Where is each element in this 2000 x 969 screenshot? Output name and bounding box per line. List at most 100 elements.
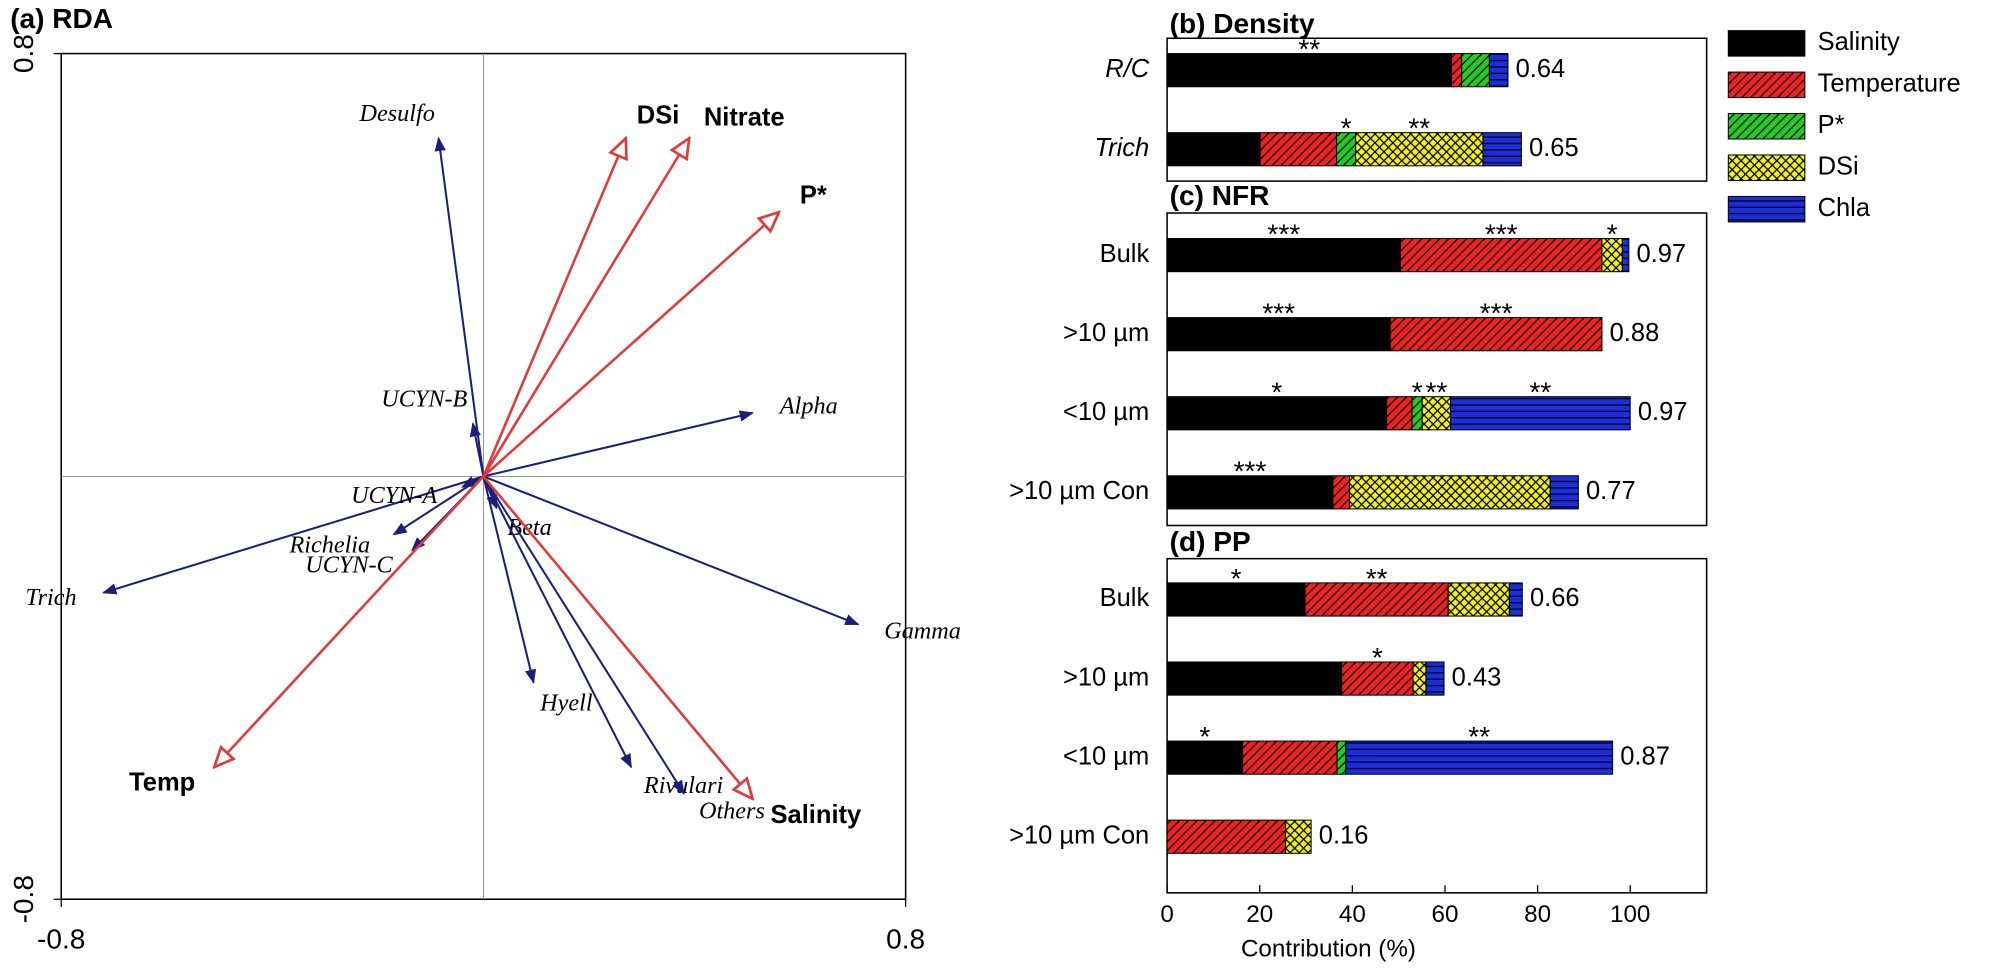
variable-arrow-label: DSi <box>637 102 680 130</box>
x-tick-label: 20 <box>1246 901 1273 928</box>
legend-label: Chla <box>1818 194 1871 222</box>
species-arrow-label: Hyell <box>539 689 593 716</box>
x-tick-label: 0 <box>1160 901 1173 928</box>
total-label: 0.97 <box>1636 240 1686 268</box>
category-label: >10 µm <box>1063 319 1149 347</box>
legend-label: Salinity <box>1818 28 1900 56</box>
category-label: R/C <box>1105 55 1150 83</box>
species-arrow <box>102 475 484 595</box>
significance-label: ** <box>1425 377 1447 408</box>
bar-segment <box>1166 317 1391 352</box>
bar-segment <box>1621 238 1630 273</box>
bar-segment <box>1386 396 1413 431</box>
total-label: 0.65 <box>1529 134 1579 162</box>
bar-segment <box>1355 132 1484 167</box>
species-arrow <box>469 422 485 477</box>
bar-segment <box>1450 53 1463 88</box>
species-arrow <box>482 475 685 795</box>
significance-label: * <box>1199 721 1210 752</box>
category-label: <10 µm <box>1063 398 1149 426</box>
species-arrow-label: UCYN-C <box>305 551 393 578</box>
x-tick-label: 0.8 <box>886 924 925 955</box>
y-tick-label: 0.8 <box>8 34 39 73</box>
significance-label: *** <box>1234 456 1267 487</box>
significance-label: *** <box>1485 218 1518 249</box>
bar-segment <box>1349 475 1551 510</box>
category-label: Bulk <box>1100 240 1150 268</box>
bar-segment <box>1421 396 1452 431</box>
species-arrow <box>461 475 484 488</box>
category-label: <10 µm <box>1063 742 1149 770</box>
species-arrow-label: UCYN-A <box>351 482 437 509</box>
bar-segment <box>1166 475 1334 510</box>
bar-segment <box>1488 53 1509 88</box>
category-label: >10 µm Con <box>1009 821 1149 849</box>
species-arrow <box>483 410 754 478</box>
plot-frame <box>1166 37 1708 182</box>
variable-arrow <box>482 138 689 478</box>
variable-arrow-label: Temp <box>129 769 195 797</box>
bar-segment <box>1425 661 1445 696</box>
significance-label: * <box>1607 218 1618 249</box>
species-arrow-label: UCYN-B <box>381 386 467 413</box>
legend-swatch <box>1727 154 1806 181</box>
bar-segment <box>1304 582 1449 617</box>
significance-label: * <box>1231 563 1242 594</box>
total-label: 0.88 <box>1610 319 1660 347</box>
variable-arrow <box>214 475 485 767</box>
bar-segment <box>1166 53 1452 88</box>
significance-label: ** <box>1468 721 1490 752</box>
bar-segment <box>1549 475 1579 510</box>
significance-label: ** <box>1298 33 1320 64</box>
species-arrow-label: Rivulari <box>643 772 723 799</box>
species-arrow <box>482 475 633 769</box>
chart-title: (c) NFR <box>1170 180 1270 211</box>
bar-segment <box>1450 396 1631 431</box>
x-tick-label: 100 <box>1610 901 1650 928</box>
legend-swatch <box>1727 113 1806 140</box>
chart-title: (d) PP <box>1170 526 1251 557</box>
significance-label: ** <box>1529 377 1551 408</box>
bar-segment <box>1166 582 1306 617</box>
plot-frame <box>1166 212 1708 527</box>
bar-segment <box>1482 132 1522 167</box>
chart-title: (b) Density <box>1170 8 1315 39</box>
species-arrow-label: Richelia <box>288 532 370 559</box>
total-label: 0.64 <box>1516 55 1566 83</box>
total-label: 0.16 <box>1319 821 1369 849</box>
species-arrow-label: Desulfo <box>359 100 435 127</box>
bar-segment <box>1461 53 1490 88</box>
x-axis-label: Contribution (%) <box>1241 936 1416 963</box>
bar-segment <box>1412 661 1427 696</box>
bar-segment <box>1166 661 1343 696</box>
bar-segment <box>1336 740 1347 775</box>
legend-swatch <box>1727 71 1806 99</box>
total-label: 0.97 <box>1638 398 1688 426</box>
significance-label: ** <box>1366 563 1388 594</box>
bar-segment <box>1166 819 1287 854</box>
species-arrow-label: Others <box>699 797 765 824</box>
bar-segment <box>1345 740 1614 775</box>
legend-label: P* <box>1818 111 1845 139</box>
significance-label: *** <box>1267 218 1300 249</box>
significance-label: * <box>1412 377 1423 408</box>
variable-arrow-label: Nitrate <box>704 103 785 131</box>
legend-swatch <box>1727 195 1806 223</box>
variable-arrow <box>482 138 625 477</box>
chart-title: (a) RDA <box>10 3 113 34</box>
bar-segment <box>1259 132 1338 167</box>
bar-segment <box>1332 475 1351 510</box>
significance-label: ** <box>1408 113 1430 144</box>
legend-label: Temperature <box>1818 70 1961 98</box>
x-tick-label: 80 <box>1524 901 1551 928</box>
total-label: 0.77 <box>1586 477 1636 505</box>
total-label: 0.43 <box>1452 663 1502 691</box>
bar-segment <box>1166 740 1244 775</box>
bar-segment <box>1166 132 1261 167</box>
significance-label: * <box>1271 377 1282 408</box>
species-arrow-label: Gamma <box>884 617 961 644</box>
category-label: >10 µm Con <box>1009 477 1149 505</box>
category-label: Bulk <box>1100 584 1150 612</box>
bar-segment <box>1447 582 1510 617</box>
